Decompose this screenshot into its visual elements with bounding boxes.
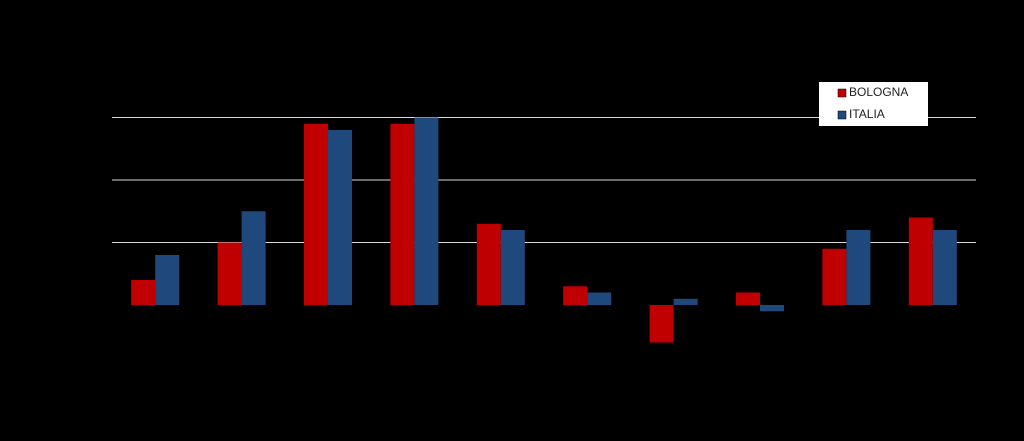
bar <box>932 230 957 305</box>
legend-swatch <box>837 88 847 98</box>
bar <box>414 117 439 305</box>
bar <box>304 123 328 305</box>
bar <box>587 292 612 305</box>
bar <box>673 298 698 305</box>
bar <box>736 292 760 305</box>
y-tick-label: 3 <box>97 110 104 124</box>
legend-label: ITALIA <box>849 107 885 121</box>
bar <box>155 255 180 305</box>
bar <box>908 217 933 305</box>
bar <box>390 123 415 305</box>
bar <box>500 230 525 305</box>
bar <box>822 248 847 305</box>
bar <box>563 286 588 305</box>
bar <box>241 211 266 305</box>
bar <box>328 130 352 305</box>
bar <box>217 242 242 305</box>
bar <box>846 230 871 305</box>
bar <box>131 280 156 305</box>
y-tick-label: 2 <box>97 172 104 186</box>
bar <box>760 305 784 312</box>
y-tick-label: 1 <box>97 235 104 249</box>
legend-label: BOLOGNA <box>849 85 908 99</box>
legend-swatch <box>837 110 847 120</box>
legend-box <box>819 82 928 126</box>
bar <box>476 223 501 305</box>
bar <box>649 305 674 343</box>
